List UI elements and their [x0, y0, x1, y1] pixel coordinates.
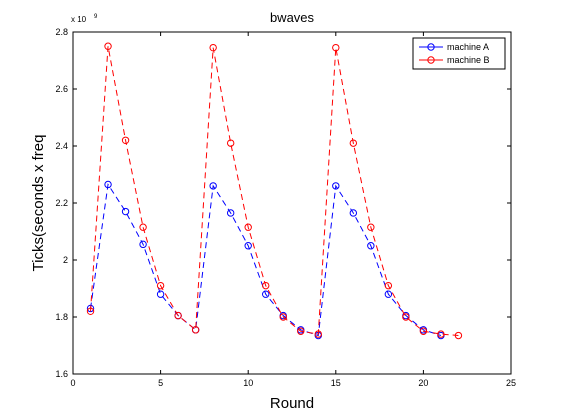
data-point — [384, 281, 393, 290]
x-axis-title: Round — [270, 395, 314, 412]
legend-box — [412, 37, 506, 70]
data-point — [244, 223, 252, 231]
data-point — [384, 290, 393, 298]
data-point — [437, 330, 445, 338]
legend-label: machine B — [447, 55, 490, 65]
legend-label: machine A — [447, 42, 489, 52]
data-point — [191, 326, 200, 334]
y-tick-label: 1.6 — [55, 369, 68, 379]
y-tick-label: 2.6 — [55, 84, 68, 94]
y-tick-label: 2.2 — [55, 198, 68, 208]
legend-item: machine A — [419, 42, 489, 52]
chart-title: bwaves — [270, 10, 315, 25]
data-point — [139, 223, 147, 231]
data-point — [262, 281, 270, 290]
data-point — [226, 139, 235, 147]
data-point — [367, 242, 375, 250]
data-point — [209, 43, 217, 52]
x-tick-label: 0 — [70, 378, 75, 388]
data-point — [332, 182, 340, 190]
data-point — [297, 327, 305, 335]
data-point — [402, 313, 410, 321]
x-tick-label: 5 — [158, 378, 163, 388]
series-layer — [86, 42, 463, 340]
data-point — [104, 42, 112, 50]
data-point — [349, 209, 358, 217]
y-tick-label: 1.8 — [55, 312, 68, 322]
x-tick-label: 10 — [243, 378, 253, 388]
data-point — [121, 207, 130, 216]
y-tick-label: 2.8 — [55, 27, 68, 37]
data-point — [454, 331, 463, 340]
data-point — [121, 136, 130, 145]
y-exponent-power: 9 — [94, 14, 98, 20]
axis-ticks: 0 5 10 15 20 25 1.6 1.8 2 2.2 2.4 2.6 2.8 — [55, 27, 516, 388]
data-point — [86, 304, 95, 313]
data-point — [156, 290, 165, 298]
data-point — [104, 180, 112, 189]
data-point — [226, 209, 235, 217]
x-tick-label: 25 — [506, 378, 516, 388]
data-point — [349, 139, 358, 147]
data-point — [244, 242, 252, 250]
x-tick-label: 20 — [418, 378, 428, 388]
y-tick-label: 2.4 — [55, 141, 68, 151]
legend: machine A machine B — [412, 37, 506, 70]
y-exponent-base: x 10 — [71, 15, 87, 24]
series-line — [90, 46, 459, 337]
data-point — [332, 43, 340, 52]
legend-item: machine B — [419, 55, 490, 65]
series-line — [90, 183, 442, 337]
x-tick-label: 15 — [331, 378, 341, 388]
data-point — [209, 182, 217, 190]
data-point — [139, 240, 147, 249]
y-axis-title: Ticks(seconds x freq — [30, 135, 47, 272]
data-point — [86, 307, 95, 315]
data-point — [279, 313, 287, 321]
data-point — [314, 330, 322, 338]
data-point — [174, 311, 182, 320]
y-exponent-label: x 10 9 — [71, 14, 98, 24]
data-point — [262, 290, 270, 298]
series-machine-b — [86, 42, 463, 340]
data-point — [156, 281, 165, 290]
data-point — [419, 327, 428, 335]
y-tick-label: 2 — [63, 255, 68, 265]
legend-marker — [427, 56, 435, 64]
data-point — [367, 223, 375, 231]
legend-marker — [427, 43, 435, 51]
